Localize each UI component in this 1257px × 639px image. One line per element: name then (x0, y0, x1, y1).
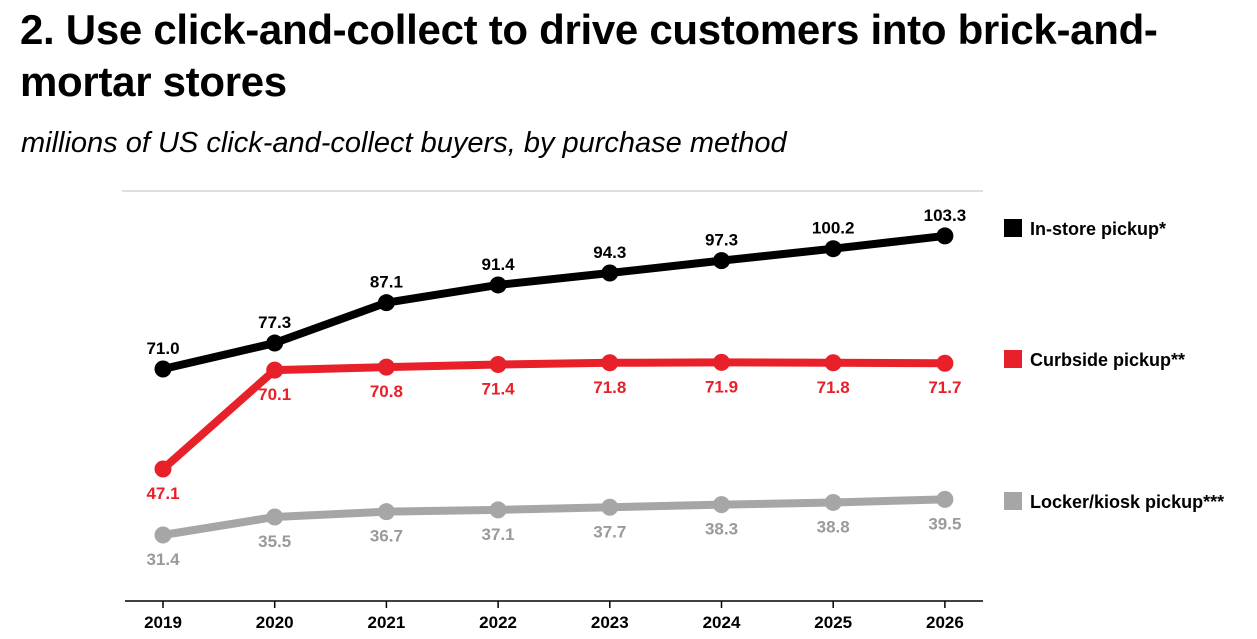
data-label: 70.8 (370, 382, 403, 401)
data-label: 71.0 (146, 339, 179, 358)
data-point (489, 501, 507, 519)
data-point (713, 496, 730, 514)
data-label: 71.7 (928, 378, 961, 397)
data-label: 38.8 (817, 517, 850, 536)
x-tick-label: 2020 (256, 613, 294, 632)
chart-subtitle: millions of US click-and-collect buyers,… (21, 127, 787, 159)
data-point (266, 508, 284, 526)
data-point (601, 354, 619, 372)
x-tick-label: 2021 (367, 613, 405, 632)
series-line (159, 495, 949, 539)
data-label: 87.1 (370, 273, 403, 292)
data-point (266, 361, 284, 379)
legend-swatch (1004, 492, 1022, 510)
data-label: 35.5 (258, 532, 291, 551)
data-label: 71.8 (817, 378, 850, 397)
legend-label: In-store pickup* (1030, 219, 1166, 239)
data-point (489, 276, 507, 294)
x-tick-label: 2023 (591, 613, 629, 632)
data-point (377, 358, 395, 376)
x-axis-ticks: 2019 2020 2021 2022 2023 2024 2025 2026 (144, 601, 964, 632)
legend-label: Locker/kiosk pickup*** (1030, 492, 1224, 512)
data-label: 38.3 (705, 520, 738, 539)
series-line (159, 231, 949, 373)
data-label: 31.4 (146, 550, 180, 569)
data-label: 77.3 (258, 313, 291, 332)
series-line (159, 358, 949, 473)
data-label: 36.7 (370, 527, 403, 546)
data-label: 71.9 (705, 377, 738, 396)
data-point (601, 264, 619, 282)
series-points (154, 227, 954, 544)
data-label: 37.7 (593, 522, 626, 541)
data-point (154, 460, 172, 478)
data-point (601, 498, 619, 516)
data-point (824, 354, 842, 372)
data-label: 97.3 (705, 231, 738, 250)
legend-label: Curbside pickup** (1030, 350, 1185, 370)
data-label: 103.3 (924, 206, 967, 225)
chart-title: 2. Use click-and-collect to drive custom… (20, 6, 1158, 105)
data-point (824, 240, 842, 258)
data-point (377, 294, 395, 312)
data-label: 71.4 (482, 380, 516, 399)
data-label: 100.2 (812, 219, 855, 238)
data-label: 37.1 (482, 525, 515, 544)
data-label: 91.4 (482, 255, 516, 274)
data-point (824, 493, 842, 511)
data-label: 94.3 (593, 243, 626, 262)
data-labels: 71.0 77.3 87.1 91.4 94.3 97.3 100.2 103.3 47.1 70… (146, 206, 966, 569)
legend: In-store pickup* Curbside pickup** Locker/… (1004, 219, 1224, 512)
data-point (936, 490, 954, 508)
x-tick-label: 2025 (814, 613, 852, 632)
data-point (713, 353, 730, 371)
data-point (377, 503, 395, 521)
data-label: 47.1 (146, 484, 179, 503)
data-label: 70.1 (258, 385, 291, 404)
x-tick-label: 2026 (926, 613, 964, 632)
data-point (489, 356, 507, 374)
data-point (936, 354, 954, 372)
legend-swatch (1004, 219, 1022, 237)
x-tick-label: 2019 (144, 613, 182, 632)
x-tick-label: 2022 (479, 613, 517, 632)
data-point (713, 252, 730, 270)
data-point (936, 227, 954, 245)
x-tick-label: 2024 (703, 613, 741, 632)
data-label: 71.8 (593, 378, 626, 397)
data-point (266, 334, 284, 352)
data-label: 39.5 (928, 514, 961, 533)
legend-swatch (1004, 350, 1022, 368)
series-lines (159, 231, 949, 539)
data-point (154, 526, 172, 544)
data-point (154, 360, 172, 378)
